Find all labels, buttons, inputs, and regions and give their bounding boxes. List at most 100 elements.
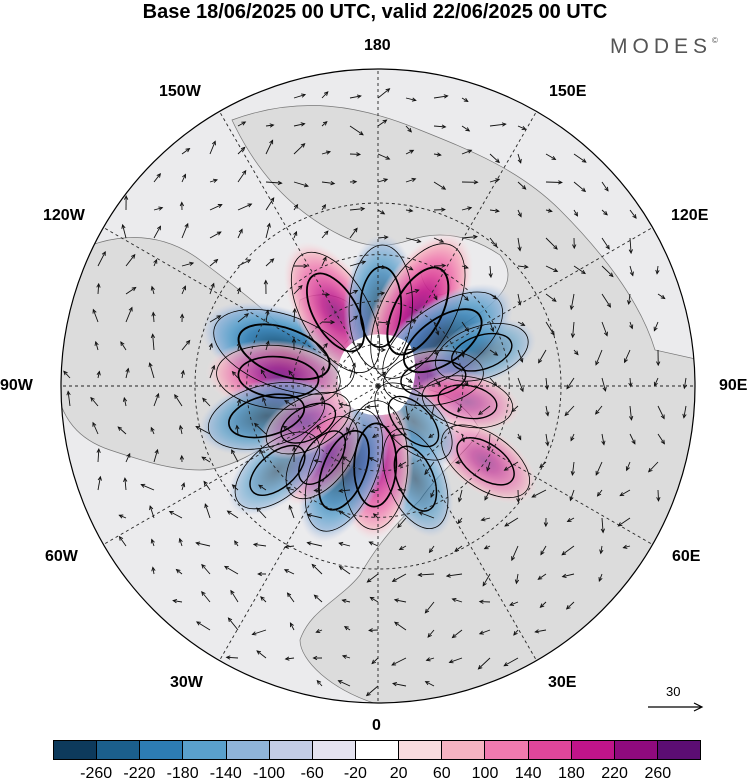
wind-vector — [286, 487, 295, 491]
wind-vector-head — [251, 631, 257, 636]
wind-vector-head — [322, 256, 327, 262]
wind-vector — [179, 538, 183, 547]
wind-vector-head — [358, 131, 364, 136]
wind-vector — [654, 377, 659, 386]
wind-vector — [342, 599, 351, 603]
wind-vector — [293, 123, 305, 127]
colorbar-tick-label: -140 — [209, 765, 242, 782]
wind-vector — [120, 341, 127, 351]
wind-vector — [232, 484, 239, 491]
wind-vector — [371, 489, 379, 493]
wind-vector — [153, 393, 159, 407]
wind-vector — [151, 539, 155, 547]
wind-vector-head — [343, 626, 349, 631]
wind-vector-head — [284, 656, 290, 661]
wind-vector-head — [391, 661, 397, 666]
wind-vector-head — [550, 330, 555, 336]
wind-vector-head — [660, 414, 665, 420]
wind-vector-head — [96, 370, 101, 376]
wind-vector-head — [291, 337, 297, 343]
wind-vector-head — [217, 204, 223, 208]
wind-vector-head — [514, 579, 520, 585]
wind-vector-head — [172, 598, 178, 604]
wind-vector — [284, 569, 295, 575]
colorbar-cell — [399, 741, 443, 759]
wind-vector — [595, 349, 603, 365]
streamfunction-contour — [370, 243, 466, 379]
wind-vector — [657, 293, 665, 299]
wind-vector-head — [117, 426, 123, 431]
wind-vector-head — [201, 456, 207, 461]
wind-vector-head — [238, 228, 243, 234]
wind-vector — [419, 511, 435, 519]
wind-vector-head — [178, 424, 184, 430]
wind-vector-head — [573, 211, 579, 217]
wind-vector — [426, 657, 435, 661]
wind-vector-head — [365, 691, 371, 697]
wind-vector — [119, 536, 127, 547]
wind-vector-head — [252, 542, 258, 547]
latitude-circle — [194, 202, 562, 570]
wind-vector — [623, 545, 631, 549]
wind-vector-head — [182, 285, 187, 291]
wind-vector — [377, 321, 390, 324]
wind-vector-head — [66, 390, 71, 396]
wind-vector-head — [390, 433, 396, 438]
wind-vector-head — [236, 398, 241, 404]
wind-vector — [67, 391, 71, 407]
wind-vector — [169, 511, 183, 519]
wind-vector — [377, 236, 388, 239]
wind-vector-head — [521, 185, 527, 190]
wind-vector-head — [223, 565, 229, 570]
wind-vector-head — [351, 362, 356, 368]
wind-vector — [284, 400, 295, 407]
wind-vector — [283, 425, 295, 435]
wind-vector — [230, 590, 239, 603]
streamfunction-contour — [435, 323, 529, 382]
wind-vector-head — [424, 681, 430, 686]
wind-vector — [316, 680, 323, 687]
wind-vector-head — [182, 173, 187, 179]
wind-vector — [237, 313, 249, 323]
colorbar-cell — [140, 741, 184, 759]
wind-vector-head — [561, 550, 567, 556]
wind-vector — [430, 489, 435, 498]
wind-vector — [461, 377, 469, 386]
wind-vector — [461, 265, 469, 269]
streamfunction-contour — [280, 402, 337, 444]
wind-vector — [517, 265, 528, 268]
wind-vector-head — [617, 522, 623, 527]
wind-vector-head — [628, 415, 634, 421]
wind-vector — [149, 363, 155, 379]
wind-vector-head — [463, 264, 469, 269]
wind-vector-head — [551, 155, 557, 161]
wind-vector — [265, 341, 269, 351]
wind-vector-head — [407, 127, 412, 133]
wind-vector-head — [538, 358, 543, 364]
wind-vector-head — [121, 223, 126, 229]
wind-vector-head — [175, 568, 181, 574]
wind-vector-head — [647, 467, 653, 473]
wind-vector-head — [226, 510, 232, 515]
wind-vector-head — [492, 295, 498, 300]
wind-vector-head — [660, 294, 666, 300]
wind-vector-head — [293, 230, 298, 236]
latitude-circle — [246, 254, 510, 518]
wind-vector-head — [405, 415, 410, 421]
wind-vector — [392, 683, 407, 687]
wind-vector — [346, 427, 351, 435]
wind-vector — [399, 545, 407, 550]
wind-vector-head — [338, 510, 344, 515]
wind-vector — [181, 223, 189, 239]
wind-vector-head — [319, 395, 325, 401]
wind-vector — [429, 545, 435, 553]
wind-vector — [369, 541, 379, 547]
wind-vector — [461, 433, 465, 442]
wind-vector-head — [326, 150, 332, 155]
wind-vector-head — [240, 146, 246, 152]
wind-vector — [461, 236, 477, 239]
wind-vector — [545, 265, 558, 272]
wind-vector — [391, 433, 407, 437]
wind-vector — [314, 460, 323, 463]
wind-vector — [307, 542, 323, 547]
